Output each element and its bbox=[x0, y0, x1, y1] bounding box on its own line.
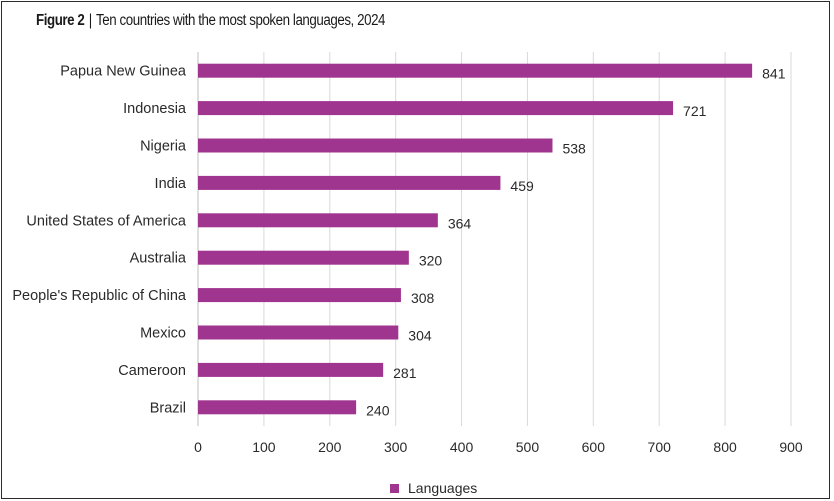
bar bbox=[198, 138, 553, 153]
category-label: People's Republic of China bbox=[12, 288, 187, 304]
data-label: 308 bbox=[411, 290, 435, 306]
category-label: India bbox=[155, 176, 187, 192]
category-label: United States of America bbox=[26, 213, 187, 229]
data-label: 538 bbox=[562, 141, 586, 157]
x-tick-label: 900 bbox=[779, 439, 803, 455]
figure-title: Figure 2 | Ten countries with the most spo… bbox=[36, 12, 385, 30]
category-label: Cameroon bbox=[118, 363, 186, 379]
category-label: Indonesia bbox=[123, 101, 187, 117]
data-label: 459 bbox=[510, 178, 534, 194]
data-label: 304 bbox=[408, 328, 432, 344]
x-tick-label: 200 bbox=[318, 439, 342, 455]
bar bbox=[198, 362, 384, 377]
data-label: 320 bbox=[419, 253, 443, 269]
bar bbox=[198, 325, 399, 340]
bar bbox=[198, 288, 401, 303]
data-label: 364 bbox=[448, 215, 472, 231]
bar bbox=[198, 400, 357, 415]
category-label: Brazil bbox=[150, 400, 186, 416]
x-tick-label: 800 bbox=[713, 439, 737, 455]
bar bbox=[198, 101, 674, 116]
category-label: Nigeria bbox=[140, 139, 187, 155]
title-text: Ten countries with the most spoken langu… bbox=[96, 12, 386, 29]
data-label: 841 bbox=[762, 66, 786, 82]
category-label: Mexico bbox=[140, 326, 186, 342]
x-tick-label: 100 bbox=[252, 439, 276, 455]
x-tick-label: 700 bbox=[648, 439, 672, 455]
x-tick-label: 0 bbox=[194, 439, 202, 455]
data-label: 281 bbox=[393, 365, 417, 381]
bar bbox=[198, 213, 438, 228]
legend: Languages bbox=[390, 480, 477, 496]
figure-label: Figure 2 bbox=[36, 12, 85, 29]
x-tick-label: 400 bbox=[450, 439, 474, 455]
category-label: Papua New Guinea bbox=[60, 64, 187, 80]
bar bbox=[198, 250, 409, 265]
data-label: 721 bbox=[683, 103, 707, 119]
x-tick-label: 600 bbox=[582, 439, 606, 455]
legend-swatch bbox=[390, 483, 399, 493]
bar-chart: 0 100 200 300 400 500 600 700 800 900 Papua New Gu… bbox=[12, 52, 803, 455]
x-tick-label: 300 bbox=[384, 439, 408, 455]
legend-label: Languages bbox=[408, 480, 478, 496]
data-label: 240 bbox=[366, 402, 390, 418]
category-label: Australia bbox=[130, 251, 187, 267]
title-separator: | bbox=[88, 12, 92, 29]
bar bbox=[198, 175, 501, 190]
x-tick-label: 500 bbox=[516, 439, 540, 455]
bar bbox=[198, 63, 753, 78]
